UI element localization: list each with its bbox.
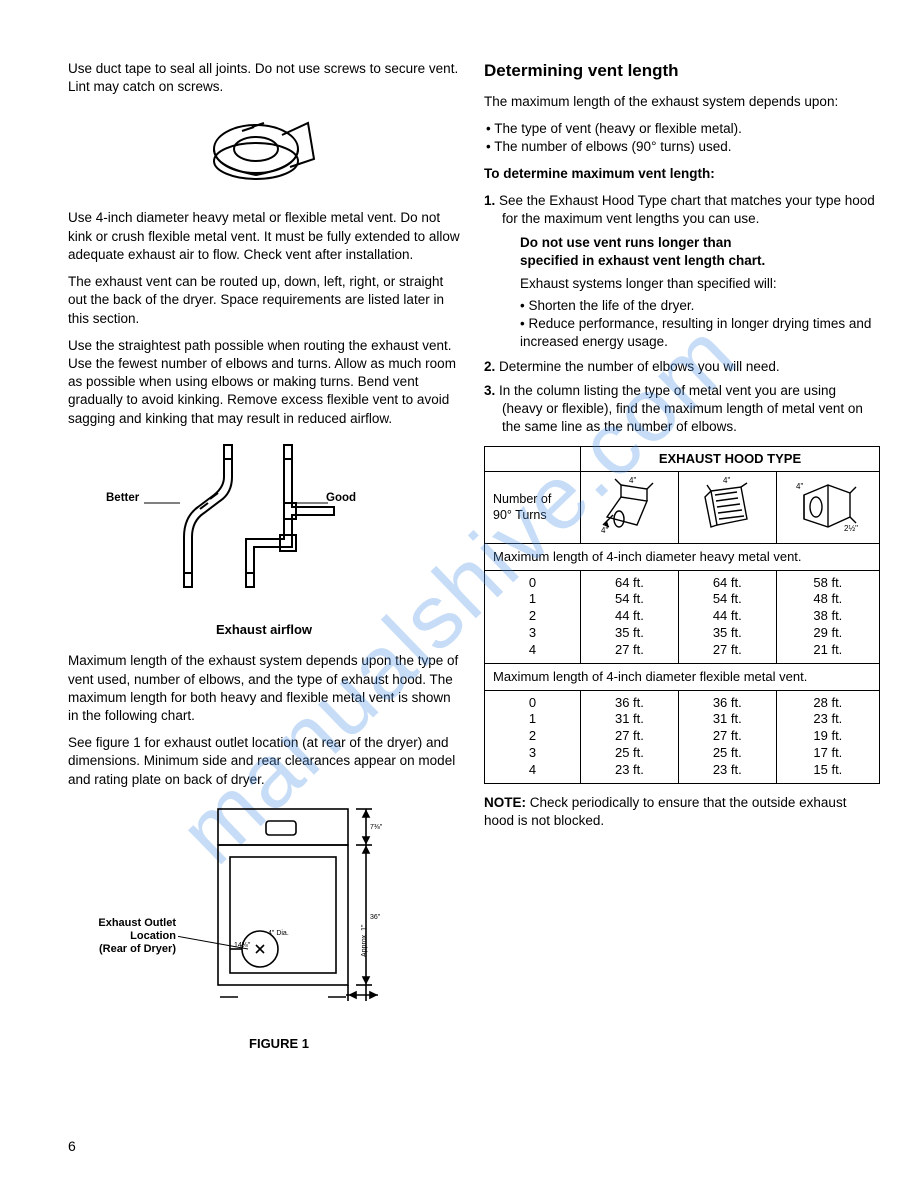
flex-col-3: 28 ft.23 ft.19 ft.17 ft.15 ft. bbox=[776, 690, 879, 783]
paragraph-seal-joints: Use duct tape to seal all joints. Do not… bbox=[68, 60, 460, 96]
hood-type-3-icon: 4" 2½" bbox=[776, 471, 879, 543]
airflow-illustration: Better Good bbox=[68, 437, 460, 617]
bullet-vent-type: The type of vent (heavy or flexible meta… bbox=[486, 120, 880, 138]
intro-bullets: The type of vent (heavy or flexible meta… bbox=[484, 120, 880, 156]
note-paragraph: NOTE: Check periodically to ensure that … bbox=[484, 794, 880, 830]
heavy-turns-col: 01234 bbox=[485, 570, 581, 663]
heavy-col-1: 64 ft.54 ft.44 ft.35 ft.27 ft. bbox=[581, 570, 679, 663]
airflow-caption: Exhaust airflow bbox=[68, 621, 460, 639]
step-1-bullet-1: Shorten the life of the dryer. bbox=[520, 297, 880, 315]
paragraph-figure1-ref: See figure 1 for exhaust outlet location… bbox=[68, 734, 460, 789]
good-label: Good bbox=[326, 491, 356, 507]
figure-1-caption: FIGURE 1 bbox=[98, 1035, 460, 1053]
svg-text:7⅜": 7⅜" bbox=[370, 824, 383, 831]
duct-tape-icon bbox=[204, 105, 324, 197]
intro-text: The maximum length of the exhaust system… bbox=[484, 93, 880, 111]
right-column: Determining vent length The maximum leng… bbox=[484, 60, 880, 1066]
flex-col-2: 36 ft.31 ft.27 ft.25 ft.23 ft. bbox=[678, 690, 776, 783]
exhaust-hood-table: EXHAUST HOOD TYPE Number of 90° Turns 4"… bbox=[484, 446, 880, 784]
svg-text:4": 4" bbox=[629, 477, 636, 485]
bullet-elbows: The number of elbows (90° turns) used. bbox=[486, 138, 880, 156]
svg-text:36": 36" bbox=[370, 914, 381, 921]
note-label: NOTE: bbox=[484, 795, 526, 810]
svg-text:14⅜": 14⅜" bbox=[234, 942, 251, 949]
left-column: Use duct tape to seal all joints. Do not… bbox=[68, 60, 460, 1066]
svg-text:4": 4" bbox=[601, 526, 608, 533]
table-title: EXHAUST HOOD TYPE bbox=[581, 447, 880, 472]
step-1: 1. See the Exhaust Hood Type chart that … bbox=[484, 192, 880, 352]
step-1-warning-l1: Do not use vent runs longer than bbox=[520, 235, 732, 250]
svg-text:4": 4" bbox=[723, 477, 730, 485]
heavy-col-2: 64 ft.54 ft.44 ft.35 ft.27 ft. bbox=[678, 570, 776, 663]
subheading-determine: To determine maximum vent length: bbox=[484, 165, 880, 183]
figure-1-diameter-text: 4" Dia. bbox=[268, 930, 289, 937]
svg-text:Approx. 1": Approx. 1" bbox=[361, 924, 368, 957]
note-text: Check periodically to ensure that the ou… bbox=[484, 795, 846, 828]
svg-text:2½": 2½" bbox=[844, 524, 858, 533]
hood-type-1-icon: 4" 4" bbox=[581, 471, 679, 543]
paragraph-vent-diameter: Use 4-inch diameter heavy metal or flexi… bbox=[68, 209, 460, 264]
steps-list: 1. See the Exhaust Hood Type chart that … bbox=[484, 192, 880, 437]
heavy-col-3: 58 ft.48 ft.38 ft.29 ft.21 ft. bbox=[776, 570, 879, 663]
figure-1-illustration: 4" Dia. 14⅜" 7⅜" 36" Approx. 1" Exhaust … bbox=[68, 801, 460, 1031]
better-label: Better bbox=[106, 491, 139, 507]
step-1-warning-l2: specified in exhaust vent length chart. bbox=[520, 253, 765, 268]
table-heavy-header: Maximum length of 4-inch diameter heavy … bbox=[485, 543, 880, 570]
figure-1-outlet-label: Exhaust Outlet Location (Rear of Dryer) bbox=[68, 917, 176, 957]
heading-vent-length: Determining vent length bbox=[484, 60, 880, 83]
step-1-subtext: Exhaust systems longer than specified wi… bbox=[502, 275, 880, 293]
table-turns-header: Number of 90° Turns bbox=[485, 471, 581, 543]
two-column-layout: Use duct tape to seal all joints. Do not… bbox=[68, 60, 880, 1066]
flex-col-1: 36 ft.31 ft.27 ft.25 ft.23 ft. bbox=[581, 690, 679, 783]
step-2: 2. Determine the number of elbows you wi… bbox=[484, 358, 880, 376]
flex-turns-col: 01234 bbox=[485, 690, 581, 783]
svg-text:4": 4" bbox=[796, 482, 803, 491]
page-number: 6 bbox=[68, 1137, 76, 1156]
paragraph-vent-routing: The exhaust vent can be routed up, down,… bbox=[68, 273, 460, 328]
table-flex-header: Maximum length of 4-inch diameter flexib… bbox=[485, 663, 880, 690]
hood-type-2-icon: 4" bbox=[678, 471, 776, 543]
step-1-bullet-2: Reduce performance, resulting in longer … bbox=[520, 315, 880, 351]
paragraph-max-length: Maximum length of the exhaust system dep… bbox=[68, 652, 460, 725]
step-3: 3. In the column listing the type of met… bbox=[484, 382, 880, 437]
paragraph-straight-path: Use the straightest path possible when r… bbox=[68, 337, 460, 428]
